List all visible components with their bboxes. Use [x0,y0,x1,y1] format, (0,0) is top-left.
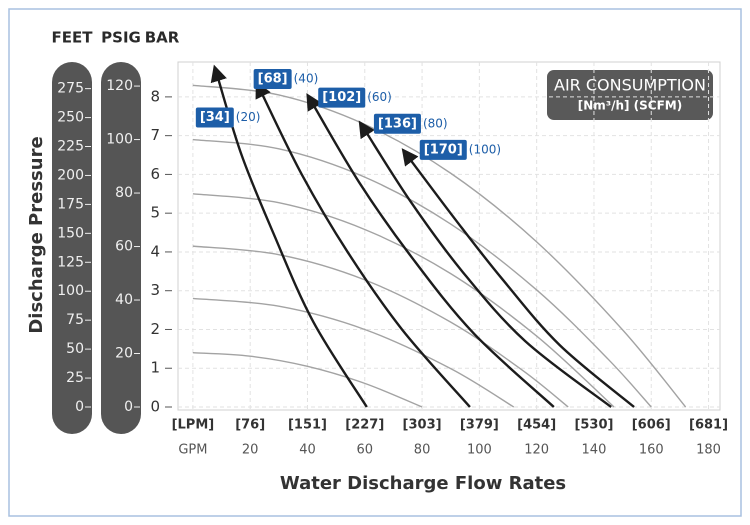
head-curve [192,138,652,408]
x-axis-title: Water Discharge Flow Rates [280,473,566,494]
column-tick-label: 0 [75,399,84,415]
legend-label-scfm: (60) [367,90,392,104]
head-curve [192,84,687,408]
y-tick-label: 6 [150,165,160,183]
x-tick-label: 80 [414,443,431,458]
head-curve [192,352,423,408]
feet-column [52,62,92,434]
legend-label-scfm: (80) [423,116,448,130]
y-tick-label: 4 [150,242,160,260]
legend-label-scfm: (20) [236,110,261,124]
psig-column [101,62,141,434]
column-tick-label: 120 [106,78,133,94]
x-tick-label-lpm: [379] [460,418,499,433]
head-curve [192,193,615,408]
x-tick-label-lpm: [530] [574,418,613,433]
x-tick-label-lpm: [303] [403,418,442,433]
column-header: PSIG [101,29,141,47]
x-tick-label: 180 [696,443,721,458]
x-tick-label: GPM [178,443,207,458]
legend-label-scfm: (100) [469,142,501,156]
y-axis-title: Discharge Pressure [26,136,47,333]
x-tick-label-lpm: [681] [689,418,728,433]
legend-label-box [318,87,366,108]
column-tick-label: 60 [115,239,133,255]
column-tick-label: 125 [57,254,84,270]
legend-subtitle: [Nm³/h] (SCFM) [578,99,682,113]
y-tick-label: 1 [150,359,160,377]
x-tick-label-lpm: [151] [288,418,327,433]
x-tick-label: 120 [524,443,549,458]
x-tick-label-lpm: [LPM] [172,418,215,433]
head-curve [192,297,515,408]
y-tick-label: 8 [150,87,160,105]
x-tick-label: 20 [242,443,259,458]
y-tick-label: 2 [150,320,160,338]
column-tick-label: 200 [57,167,84,183]
column-tick-label: 100 [106,132,133,148]
x-tick-label-lpm: [76] [235,418,265,433]
legend-label-scfm: (40) [294,72,319,86]
column-tick-label: 40 [115,292,133,308]
x-tick-label: 160 [639,443,664,458]
column-tick-label: 150 [57,225,84,241]
column-header: BAR [145,29,180,47]
column-header: FEET [52,29,94,47]
column-tick-label: 275 [57,81,84,97]
air-curve [255,80,471,408]
column-tick-label: 250 [57,110,84,126]
legend-label: [170] [424,142,463,157]
column-tick-label: 225 [57,139,84,155]
column-tick-label: 25 [66,370,84,386]
legend-box [547,70,713,120]
y-tick-label: 0 [150,398,160,416]
column-tick-label: 175 [57,196,84,212]
legend-label-box [373,113,421,134]
column-tick-label: 20 [115,346,133,362]
legend-label: [68] [258,72,288,87]
x-tick-label: 140 [582,443,607,458]
air-curve [401,148,635,408]
column-tick-label: 0 [124,399,133,415]
x-tick-label-lpm: [454] [517,418,556,433]
y-tick-label: 5 [150,204,160,222]
head-curve [192,245,569,408]
legend-label-box [419,139,467,160]
x-tick-label: 60 [357,443,374,458]
column-tick-label: 100 [57,283,84,299]
legend-label: [34] [200,110,230,125]
x-tick-label: 40 [299,443,316,458]
column-tick-label: 50 [66,341,84,357]
x-tick-label-lpm: [606] [632,418,671,433]
x-tick-label: 100 [467,443,492,458]
column-tick-label: 75 [66,312,84,328]
y-tick-label: 7 [150,126,160,144]
air-curve [306,93,555,408]
legend-label: [136] [378,116,417,131]
legend-label-box [195,107,234,128]
column-tick-label: 80 [115,185,133,201]
x-tick-label-lpm: [227] [345,418,384,433]
legend-title: AIR CONSUMPTION [554,76,706,95]
air-curve [210,64,368,408]
air-curve [358,120,612,408]
y-tick-label: 3 [150,281,160,299]
legend-label: [102] [322,90,361,105]
legend-label-box [253,69,292,90]
